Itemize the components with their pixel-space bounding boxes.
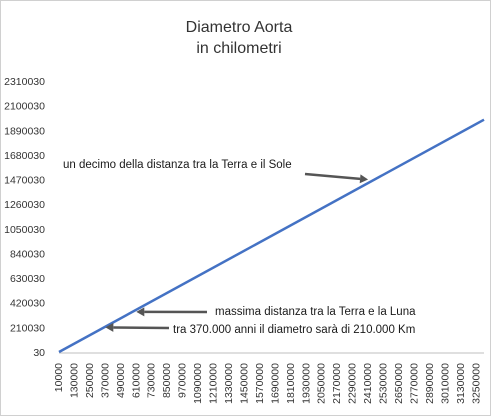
annotation-text: massima distanza tra la Terra e la Luna (215, 306, 416, 318)
x-tick-label: 2770000 (408, 363, 420, 404)
y-tick-label: 210030 (10, 322, 45, 334)
x-tick-label: 3130000 (455, 363, 467, 404)
y-axis-ticks: 30 210030 420030 630030 840030 1050030 1260030… (4, 76, 45, 359)
x-tick-label: 1930000 (300, 363, 312, 404)
y-tick-label: 1470030 (4, 175, 45, 187)
y-tick-label: 1260030 (4, 199, 45, 211)
annotation-arrow-shaft (305, 174, 360, 179)
y-tick-label: 420030 (10, 298, 45, 310)
x-tick-label: 850000 (161, 363, 173, 398)
y-tick-label: 2100030 (4, 101, 45, 113)
x-tick-label: 1690000 (269, 363, 281, 404)
x-tick-label: 610000 (130, 363, 142, 398)
y-tick-label: 1050030 (4, 224, 45, 236)
x-tick-label: 370000 (99, 363, 111, 398)
x-tick-label: 2890000 (424, 363, 436, 404)
chart-title-line-1: Diametro Aorta (186, 19, 293, 36)
annotation-text: tra 370.000 anni il diametro sarà di 210… (173, 324, 415, 336)
y-tick-label: 1890030 (4, 125, 45, 137)
chart-title-line-2: in chilometri (196, 40, 281, 57)
x-tick-label: 730000 (146, 363, 158, 398)
x-tick-label: 2410000 (362, 363, 374, 404)
x-tick-label: 490000 (115, 363, 127, 398)
x-tick-label: 2290000 (347, 363, 359, 404)
y-tick-label: 630030 (10, 273, 45, 285)
x-tick-label: 1810000 (285, 363, 297, 404)
annotation-text: un decimo della distanza tra la Terra e … (63, 159, 292, 171)
y-tick-label: 30 (33, 347, 45, 359)
x-tick-label: 1450000 (238, 363, 250, 404)
x-tick-label: 1570000 (254, 363, 266, 404)
x-tick-label: 2650000 (393, 363, 405, 404)
x-tick-label: 970000 (177, 363, 189, 398)
y-tick-label: 840030 (10, 248, 45, 260)
annotation-arrow-head (360, 174, 368, 183)
x-tick-label: 2530000 (378, 363, 390, 404)
x-tick-label: 1330000 (223, 363, 235, 404)
y-tick-label: 2310030 (4, 76, 45, 88)
x-tick-label: 10000 (53, 363, 65, 392)
annotation-arrow-shaft (113, 327, 169, 328)
x-tick-label: 250000 (84, 363, 96, 398)
x-tick-label: 1090000 (192, 363, 204, 404)
x-tick-label: 1210000 (208, 363, 220, 404)
x-tick-label: 2170000 (331, 363, 343, 404)
x-tick-label: 130000 (68, 363, 80, 398)
y-tick-label: 1680030 (4, 150, 45, 162)
x-tick-label: 3010000 (439, 363, 451, 404)
x-tick-label: 2050000 (316, 363, 328, 404)
x-tick-label: 3250000 (470, 363, 482, 404)
